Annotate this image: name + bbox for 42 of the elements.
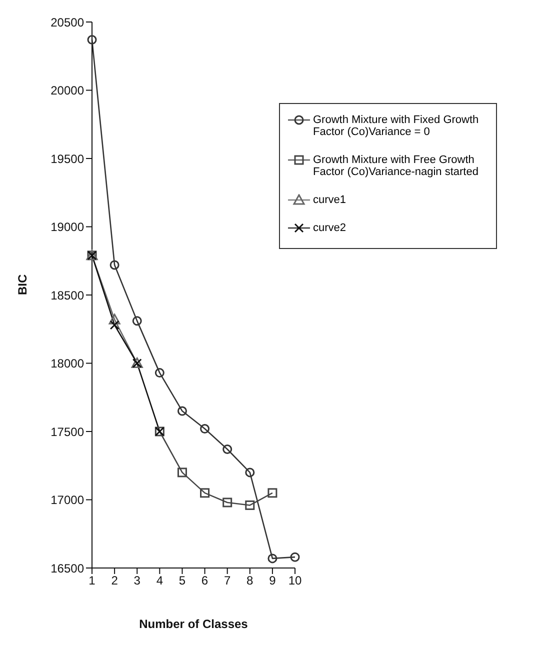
point [132,316,142,326]
x-tick-label: 7 [224,574,231,588]
point [245,500,255,510]
point [108,314,120,324]
point [268,488,278,498]
point [110,320,120,330]
point [268,554,278,564]
y-tick-label: 16500 [50,561,84,576]
x-tick-label: 8 [246,574,254,588]
y-tick-label: 17000 [50,493,84,508]
x-tick-label: 4 [156,574,164,588]
point [200,424,210,434]
y-tick-label: 19500 [50,152,84,166]
point [154,368,164,378]
point [222,498,232,508]
y-tick-label: 18500 [50,288,84,302]
y-tick-label: 20000 [50,84,84,98]
legend-label: curve2 [313,222,346,234]
x-tick-label: 6 [201,574,208,588]
x-tick-label: 9 [269,574,276,588]
point [177,406,187,416]
legend-label: Growth Mixture with Fixed Growth Factor (Co)Variance = 0 [313,114,480,138]
y-tick-label: 20500 [50,15,84,30]
legend-label: Growth Mixture with Free Growth Factor (Co)Variance-nagin started [313,154,480,178]
legend-label: curve1 [313,194,346,206]
point [200,488,210,498]
point [87,34,97,44]
y-axis-title: BIC [15,274,30,295]
x-tick-label: 1 [88,574,96,588]
x-axis-title: Number of Classes [139,617,248,631]
point [290,552,300,562]
x-tick-label: 3 [134,574,141,588]
y-tick-label: 18000 [50,356,84,371]
point [222,444,232,454]
x-tick-label: 2 [111,574,118,588]
x-tick-label: 5 [178,574,186,588]
y-tick-label: 19000 [50,220,84,234]
point [177,468,187,478]
x-tick-label: 10 [288,574,302,588]
y-tick-label: 17500 [50,424,84,439]
point [245,468,255,478]
point [110,260,120,270]
